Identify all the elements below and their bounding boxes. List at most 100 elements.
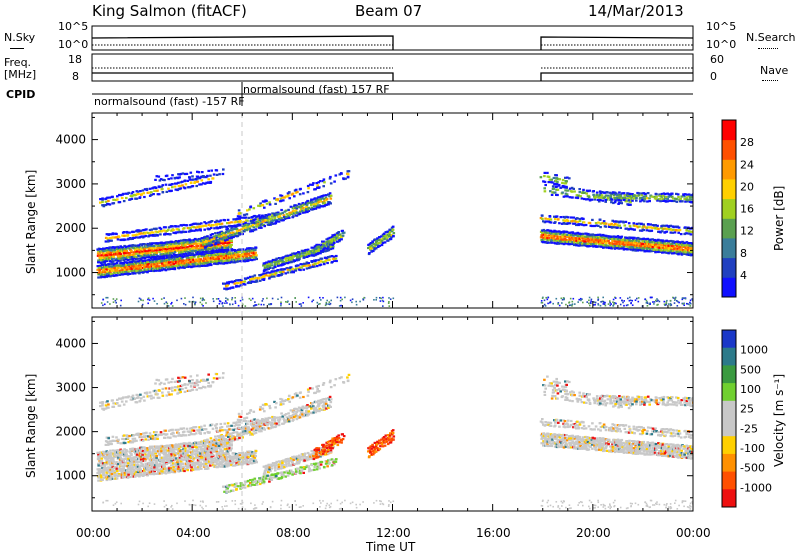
power-cell [218,300,221,302]
power-cell [347,170,351,173]
power-cell [204,246,207,249]
power-cell [276,198,279,201]
power-cell [665,230,669,233]
nsearch-label: N.Search [746,31,796,44]
power-cell [556,230,560,233]
power-cell [320,247,323,250]
power-cell [574,220,578,223]
power-cell [644,238,647,241]
power-cell [273,212,276,215]
power-cell [679,241,683,245]
power-cell [572,234,575,237]
power-cell [282,199,285,202]
power-cell [118,201,122,204]
power-cell [589,302,592,304]
power-cell [588,221,592,225]
power-cell [203,228,206,231]
power-cell [226,246,230,250]
power-cell [648,303,651,306]
power-cell [204,238,207,241]
power-cell [273,197,276,200]
power-cell [543,221,547,224]
power-cell [635,199,638,202]
power-cell [650,229,654,232]
power-cell [136,248,139,251]
power-cell [149,242,152,245]
power-cell [143,188,147,191]
power-cell [105,275,109,278]
power-cell [299,268,302,272]
power-cell [643,250,647,253]
power-cell [568,177,571,180]
power-cell [207,242,211,245]
power-cell [228,239,231,242]
power-cell [652,243,655,246]
power-cell [184,183,188,186]
power-cell [609,304,611,307]
power-cell [304,254,308,257]
power-cell [229,232,233,235]
power-cell [221,302,224,304]
power-cell [207,239,211,242]
power-cell [294,191,298,194]
power-cell [172,267,175,270]
power-cell [106,270,110,273]
power-cell [128,261,132,264]
power-cell [152,246,155,249]
power-cell [178,184,182,187]
power-cell [624,220,628,223]
power-cell [103,263,107,266]
power-cell [314,200,318,203]
power-cell [295,207,299,210]
power-cell [174,225,178,228]
power-cell [162,247,165,250]
power-cell [324,199,328,202]
power-cell [320,243,323,246]
power-cell [161,191,165,194]
power-cell [570,186,574,189]
power-cell [549,218,553,221]
power-cell [145,187,149,191]
power-cell [120,262,123,265]
power-cell [117,255,120,258]
power-cell [306,210,309,214]
power-cell [230,286,233,289]
power-cell [631,299,633,302]
power-cell [304,255,307,258]
power-cell [107,239,110,242]
power-cell [693,254,696,256]
power-cell [657,299,659,302]
power-cell [140,261,144,264]
power-cell [635,196,638,200]
power-cell [657,303,659,306]
power-cell [230,227,233,230]
power-cell [200,222,203,225]
power-cell [667,228,671,231]
power-cell [213,260,217,263]
power-cell [170,267,174,270]
velocity-cell [98,468,101,471]
power-cell [128,252,131,255]
power-cell [619,297,622,299]
power-cell [158,269,162,272]
velocity-cell [109,468,112,471]
power-cell [144,243,147,246]
power-cell [547,241,550,244]
power-cell [217,262,221,265]
power-cell [667,240,671,243]
power-cell [262,264,265,267]
power-cell [568,304,571,307]
power-cell [660,241,663,244]
power-cell [108,249,112,252]
power-cell [578,188,581,191]
power-cell [686,200,689,203]
power-cell [284,272,287,275]
power-cell [184,230,188,233]
power-cell [184,246,188,249]
power-cell [602,240,605,244]
power-cell [204,222,208,225]
power-cell [171,241,174,244]
power-cell [164,183,168,186]
power-cell [317,245,320,248]
power-cell [138,248,142,252]
